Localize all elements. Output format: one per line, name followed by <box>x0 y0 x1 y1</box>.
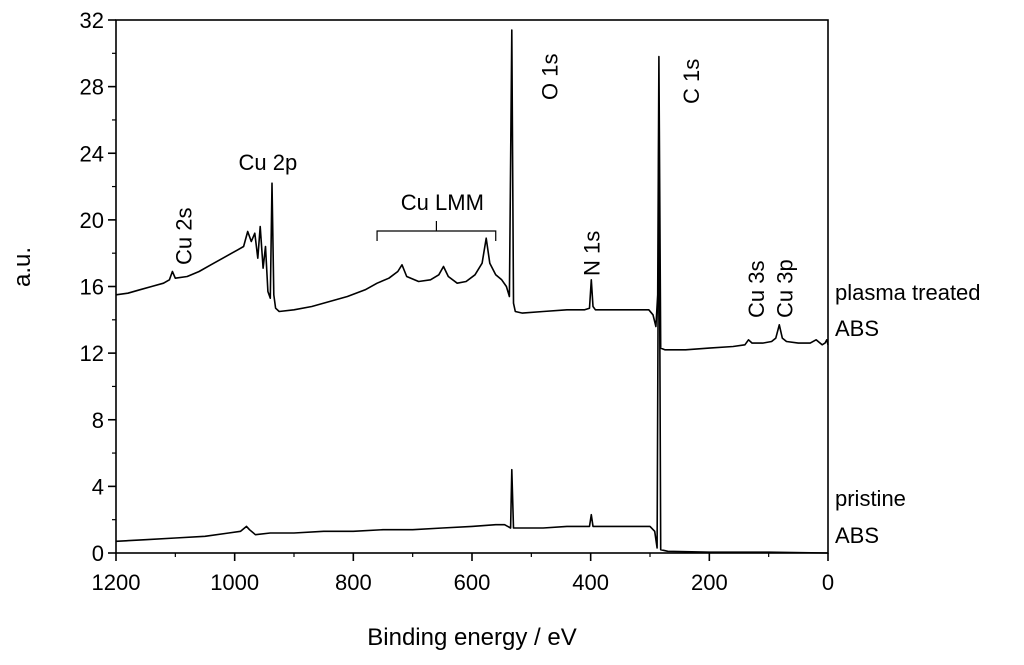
peak-label-c-1s: C 1s <box>679 59 704 104</box>
series-label-plasma-line2: ABS <box>835 316 879 341</box>
y-tick-label: 20 <box>80 208 104 233</box>
y-tick-label: 12 <box>80 341 104 366</box>
x-tick-label: 600 <box>454 570 491 595</box>
y-tick-label: 0 <box>92 541 104 566</box>
plot-frame <box>115 19 829 554</box>
y-axis-title: a.u. <box>9 247 36 287</box>
x-axis-title: Binding energy / eV <box>367 624 576 651</box>
y-tick-label: 28 <box>80 75 104 100</box>
y-tick-label: 8 <box>92 408 104 433</box>
x-tick-label: 400 <box>572 570 609 595</box>
peak-label-o-1s: O 1s <box>538 54 563 100</box>
peak-label-cu-lmm: Cu LMM <box>401 190 484 215</box>
x-tick-label: 200 <box>691 570 728 595</box>
x-tick-label: 0 <box>822 570 834 595</box>
peak-label-n-1s: N 1s <box>579 231 604 276</box>
series-line-pristine <box>115 110 829 554</box>
peak-label-cu-3s: Cu 3s <box>744 261 769 318</box>
y-tick-label: 4 <box>92 474 104 499</box>
series-label-pristine-line2: ABS <box>835 523 879 548</box>
series-group <box>115 29 829 554</box>
series-label-plasma-line1: plasma treated <box>835 280 981 305</box>
y-tick-label: 24 <box>80 141 104 166</box>
x-tick-label: 800 <box>335 570 372 595</box>
y-tick-label: 16 <box>80 275 104 300</box>
x-tick-label: 1000 <box>210 570 259 595</box>
series-line-plasma-treated <box>115 29 829 351</box>
series-label-pristine-line1: pristine <box>835 486 906 511</box>
x-tick-label: 1200 <box>92 570 141 595</box>
y-tick-label: 32 <box>80 8 104 33</box>
peak-label-cu-3p: Cu 3p <box>772 259 797 318</box>
peak-label-cu-2p: Cu 2p <box>239 150 298 175</box>
cu-lmm-bracket <box>376 221 497 241</box>
axes: 1200 1000 800 600 400 200 0 0 4 8 12 16 20 24 28 32 <box>80 8 835 595</box>
peak-label-cu-2s: Cu 2s <box>171 208 196 265</box>
annotations: Cu 2s Cu 2p Cu LMM O 1s N 1s C 1s Cu 3s Cu 3p <box>171 54 797 318</box>
